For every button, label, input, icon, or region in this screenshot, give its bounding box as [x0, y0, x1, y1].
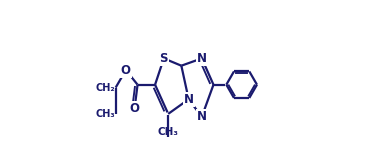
Text: CH₃: CH₃ — [158, 127, 179, 137]
Text: N: N — [184, 93, 194, 106]
Text: CH₂: CH₂ — [95, 83, 115, 93]
Text: O: O — [121, 64, 131, 77]
Text: N: N — [197, 110, 207, 123]
Text: CH₃: CH₃ — [95, 109, 115, 119]
Text: N: N — [197, 52, 207, 65]
Text: O: O — [130, 101, 139, 115]
Text: S: S — [159, 52, 168, 65]
